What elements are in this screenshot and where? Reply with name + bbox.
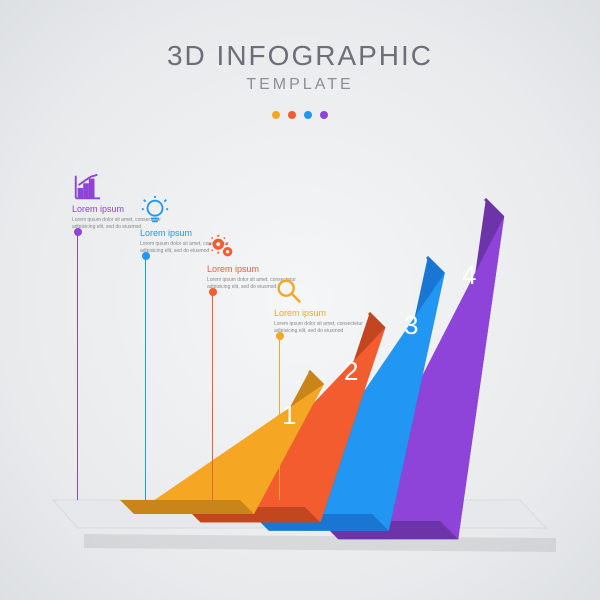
leader-dot (74, 228, 82, 236)
search-icon (274, 276, 304, 306)
leader-line (212, 292, 213, 500)
leader-line (77, 232, 78, 500)
bulb-icon (140, 196, 170, 226)
callout-yellow: Lorem ipsum Lorem ipsum dolor sit amet, c… (274, 276, 364, 335)
gears-icon (207, 232, 237, 262)
leader-line (145, 256, 146, 500)
callout-body: Lorem ipsum dolor sit amet, consectetur … (274, 321, 364, 335)
peak-number: 2 (344, 356, 358, 387)
callout-heading: Lorem ipsum (274, 308, 364, 318)
peak-number: 4 (462, 260, 476, 291)
callout-heading: Lorem ipsum (207, 264, 297, 274)
peak-number: 3 (404, 310, 418, 341)
leader-dot (276, 332, 284, 340)
bars-icon (72, 172, 102, 202)
leader-dot (142, 252, 150, 260)
leader-dot (209, 288, 217, 296)
leader-line (279, 336, 280, 500)
peak-number: 1 (282, 400, 296, 431)
